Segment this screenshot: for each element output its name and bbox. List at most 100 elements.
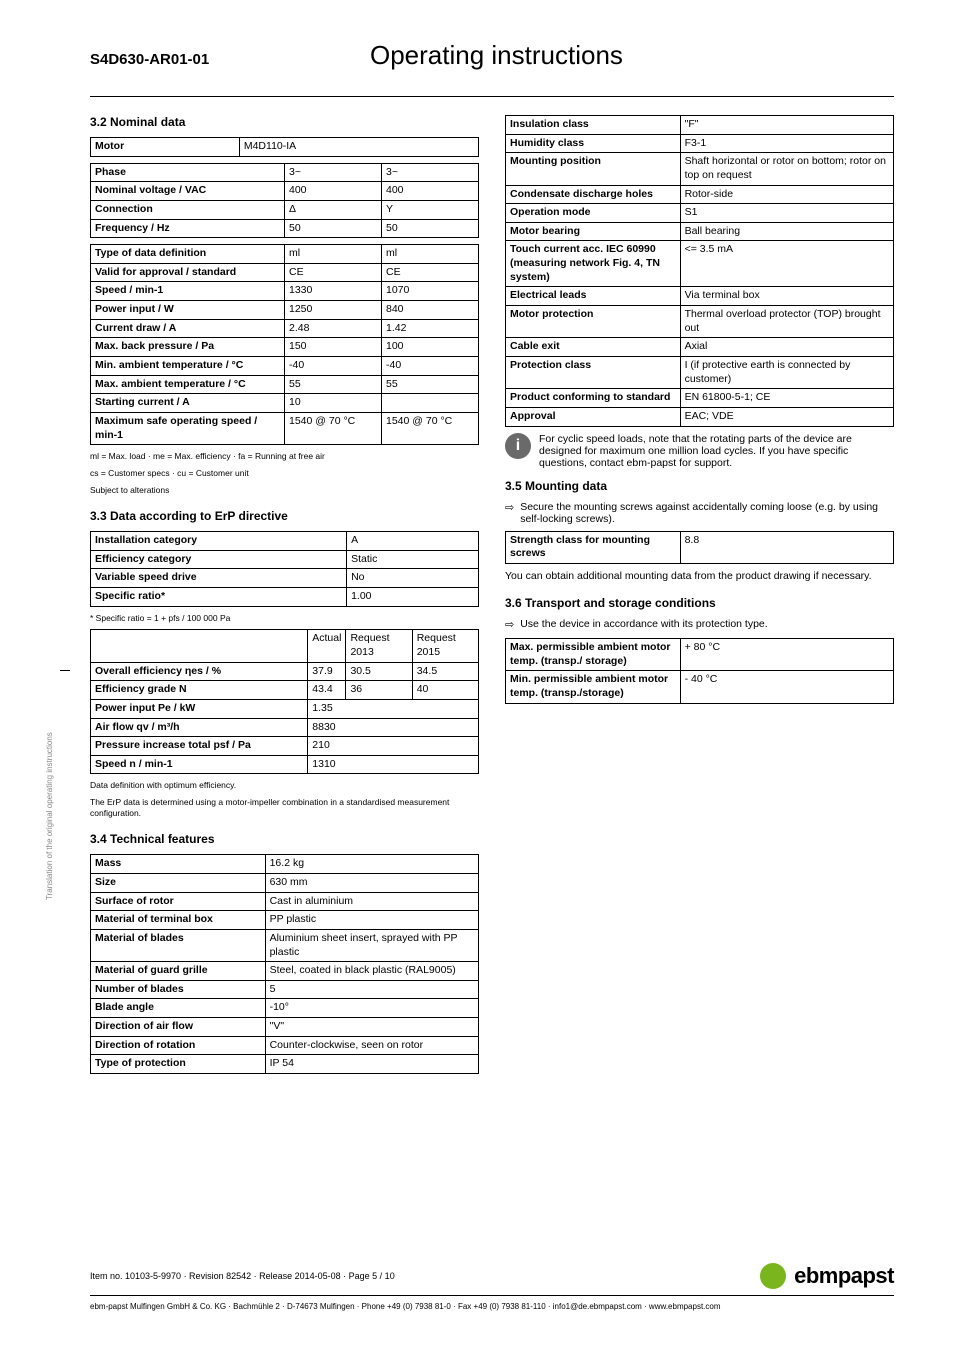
row-label: Motor protection: [506, 306, 681, 338]
row-value: - 40 °C: [680, 671, 893, 703]
motor-value: M4D110-IA: [239, 138, 478, 157]
row-value: 210: [308, 737, 479, 756]
row-value: CE: [285, 263, 382, 282]
row-value: 30.5: [346, 662, 412, 681]
erp-table-1: Installation categoryAEfficiency categor…: [90, 531, 479, 607]
row-label: Nominal voltage / VAC: [91, 182, 285, 201]
row-label: Efficiency grade N: [91, 681, 308, 700]
info-icon: i: [505, 433, 531, 459]
mounting-footnote: You can obtain additional mounting data …: [505, 570, 894, 582]
row-value: Aluminium sheet insert, sprayed with PP …: [265, 929, 478, 961]
page-title: Operating instructions: [370, 40, 623, 71]
row-value: Δ: [285, 200, 382, 219]
row-value: A: [347, 532, 479, 551]
row-label: Frequency / Hz: [91, 219, 285, 238]
row-label: Touch current acc. IEC 60990 (measuring …: [506, 241, 681, 287]
row-value: 43.4: [308, 681, 346, 700]
nominal-footnote-2: cs = Customer specs · cu = Customer unit: [90, 468, 479, 479]
row-label: Min. ambient temperature / °C: [91, 357, 285, 376]
row-label: Direction of rotation: [91, 1036, 266, 1055]
row-value: 55: [382, 375, 479, 394]
row-value: Shaft horizontal or rotor on bottom; rot…: [680, 153, 893, 185]
transport-bullet: ⇨ Use the device in accordance with its …: [505, 618, 894, 632]
row-value: ml: [382, 245, 479, 264]
row-value: Ball bearing: [680, 222, 893, 241]
row-label: Air flow qv / m³/h: [91, 718, 308, 737]
row-value: No: [347, 569, 479, 588]
two-column-layout: 3.2 Nominal data Motor M4D110-IA Phase3~…: [90, 115, 894, 1080]
row-label: Max. permissible ambient motor temp. (tr…: [506, 639, 681, 671]
section-3-2-heading: 3.2 Nominal data: [90, 115, 479, 129]
row-value: -10°: [265, 999, 478, 1018]
row-value: Counter-clockwise, seen on rotor: [265, 1036, 478, 1055]
row-value: 2.48: [285, 319, 382, 338]
row-value: 1.00: [347, 588, 479, 607]
row-label: Max. back pressure / Pa: [91, 338, 285, 357]
row-value: 37.9: [308, 662, 346, 681]
row-label: Starting current / A: [91, 394, 285, 413]
col-header: Request 2013: [346, 630, 412, 662]
row-value: 630 mm: [265, 873, 478, 892]
nominal-footnote-3: Subject to alterations: [90, 485, 479, 496]
nominal-table-1: Phase3~3~Nominal voltage / VAC400400Conn…: [90, 163, 479, 239]
row-label: Variable speed drive: [91, 569, 347, 588]
model-number: S4D630-AR01-01: [90, 51, 370, 68]
row-label: Insulation class: [506, 116, 681, 135]
row-value: 1.42: [382, 319, 479, 338]
col-header: [91, 630, 308, 662]
row-label: Current draw / A: [91, 319, 285, 338]
footer-rule: [90, 1295, 894, 1296]
row-value: CE: [382, 263, 479, 282]
row-label: Power input Pe / kW: [91, 699, 308, 718]
row-value: ml: [285, 245, 382, 264]
erp-star-note: * Specific ratio = 1 + pfs / 100 000 Pa: [90, 613, 479, 624]
row-label: Size: [91, 873, 266, 892]
row-value: S1: [680, 204, 893, 223]
green-badge-icon: [760, 1263, 786, 1289]
row-value: Thermal overload protector (TOP) brought…: [680, 306, 893, 338]
side-caption: Translation of the original operating in…: [45, 732, 54, 900]
row-label: Blade angle: [91, 999, 266, 1018]
row-label: Power input / W: [91, 301, 285, 320]
row-label: Specific ratio*: [91, 588, 347, 607]
row-label: Material of terminal box: [91, 911, 266, 930]
left-column: 3.2 Nominal data Motor M4D110-IA Phase3~…: [90, 115, 479, 1080]
section-3-3-heading: 3.3 Data according to ErP directive: [90, 509, 479, 523]
row-label: Mounting position: [506, 153, 681, 185]
row-value: 8830: [308, 718, 479, 737]
row-value: "F": [680, 116, 893, 135]
technical-table: Mass16.2 kgSize630 mmSurface of rotorCas…: [90, 854, 479, 1074]
row-label: Speed n / min-1: [91, 755, 308, 774]
row-value: 36: [346, 681, 412, 700]
row-label: Strength class for mounting screws: [506, 531, 681, 563]
row-label: Surface of rotor: [91, 892, 266, 911]
row-value: "V": [265, 1018, 478, 1037]
row-value: 34.5: [412, 662, 478, 681]
row-value: -40: [382, 357, 479, 376]
row-label: Condensate discharge holes: [506, 185, 681, 204]
row-label: Humidity class: [506, 134, 681, 153]
row-label: Connection: [91, 200, 285, 219]
row-label: Cable exit: [506, 338, 681, 357]
row-value: 10: [285, 394, 382, 413]
col-header: Actual: [308, 630, 346, 662]
row-value: 1540 @ 70 °C: [382, 412, 479, 444]
header-rule: [90, 96, 894, 97]
footer-item-info: Item no. 10103-5-9970 · Revision 82542 ·…: [90, 1271, 395, 1281]
row-value: 3~: [285, 163, 382, 182]
row-label: Protection class: [506, 356, 681, 388]
motor-table: Motor M4D110-IA: [90, 137, 479, 157]
row-value: + 80 °C: [680, 639, 893, 671]
footer-company-info: ebm-papst Mulfingen GmbH & Co. KG · Bach…: [90, 1302, 894, 1311]
info-note: i For cyclic speed loads, note that the …: [505, 433, 894, 469]
footer-logo-group: ebmpapst: [760, 1263, 894, 1289]
row-value: PP plastic: [265, 911, 478, 930]
row-label: Phase: [91, 163, 285, 182]
transport-bullet-text: Use the device in accordance with its pr…: [520, 618, 767, 632]
row-label: Type of protection: [91, 1055, 266, 1074]
right-column: Insulation class"F"Humidity classF3-1Mou…: [505, 115, 894, 1080]
section-3-5-heading: 3.5 Mounting data: [505, 479, 894, 493]
transport-table: Max. permissible ambient motor temp. (tr…: [505, 638, 894, 704]
technical-table-cont: Insulation class"F"Humidity classF3-1Mou…: [505, 115, 894, 427]
row-value: 100: [382, 338, 479, 357]
